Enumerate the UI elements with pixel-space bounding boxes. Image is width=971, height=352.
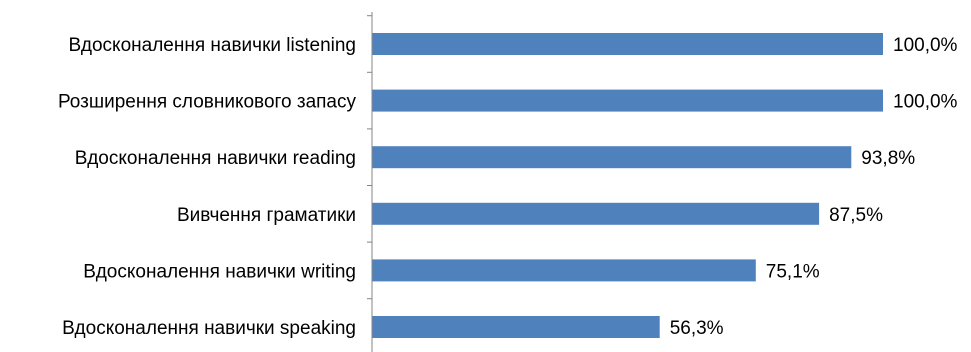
value-label-5: 75,1% [766,261,820,282]
category-label-4: Вивчення граматики [177,205,356,226]
bar-6 [372,316,660,338]
category-axis [367,12,373,352]
bar-1 [372,33,883,55]
category-label-1: Вдосконалення навички listening [68,35,356,56]
bar-2 [372,89,883,112]
category-label-5: Вдосконалення навички writing [83,261,356,282]
value-label-1: 100,0% [893,35,958,56]
value-label-2: 100,0% [893,92,958,113]
bar-3 [372,146,852,169]
value-label-3: 93,8% [861,148,915,169]
category-label-2: Розширення словникового запасу [58,92,357,113]
value-label-4: 87,5% [829,205,883,226]
bar-5 [372,259,756,282]
category-labels-group: Вдосконалення навички listening Розширенн… [58,35,357,339]
bar-4 [372,202,820,225]
category-label-6: Вдосконалення навички speaking [62,318,356,339]
value-label-6: 56,3% [670,318,724,339]
value-labels-group: 100,0% 100,0% 93,8% 87,5% 75,1% 56,3% [670,35,958,339]
bars-group [372,33,883,338]
category-label-3: Вдосконалення навички reading [75,148,356,169]
